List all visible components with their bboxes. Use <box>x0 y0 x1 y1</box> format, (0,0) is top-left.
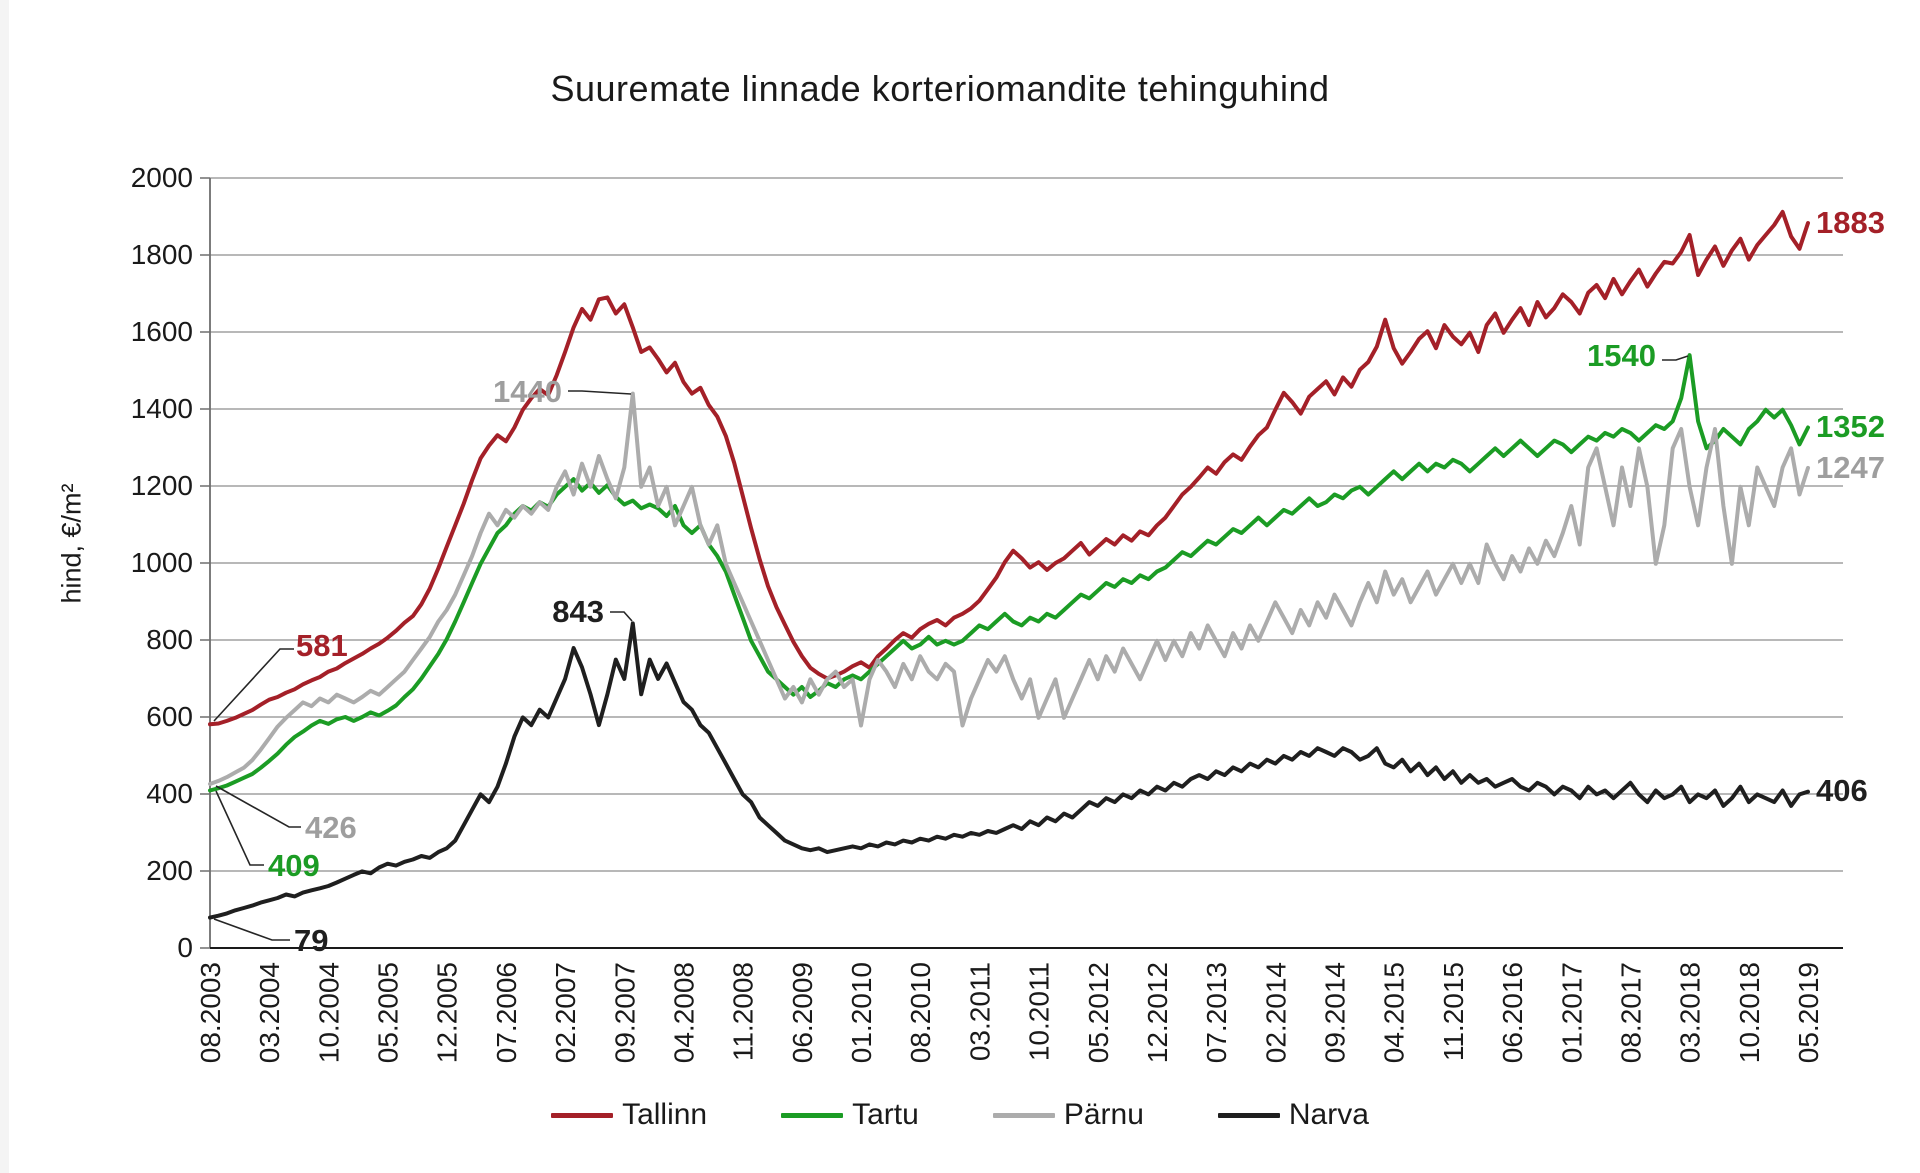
series-line-narva <box>208 621 1810 920</box>
y-tick-label: 1600 <box>131 316 193 347</box>
x-tick-label: 10.2018 <box>1734 962 1765 1063</box>
x-tick-label: 11.2008 <box>728 962 759 1061</box>
x-tick-label: 02.2007 <box>550 962 581 1063</box>
window-edge-strip <box>0 0 9 1173</box>
y-tick-label: 200 <box>146 855 193 886</box>
annotation-value-label: 1352 <box>1816 409 1885 444</box>
legend-swatch-tallinn <box>551 1112 614 1118</box>
x-tick-label: 09.2007 <box>609 962 640 1063</box>
y-tick-label: 1800 <box>131 239 193 270</box>
x-tick-label: 08.2017 <box>1615 962 1646 1063</box>
annotation-value-label: 1540 <box>1587 338 1656 373</box>
legend-item-tallinn: Tallinn <box>551 1098 707 1132</box>
annotation-value-label: 406 <box>1816 773 1868 808</box>
annotation-value-label: 79 <box>294 923 328 958</box>
x-tick-label: 10.2004 <box>313 962 344 1063</box>
chart-title: Suuremate linnade korteriomandite tehing… <box>550 68 1330 109</box>
annotation-value-label: 1440 <box>493 374 562 409</box>
x-tick-label: 01.2010 <box>846 962 877 1063</box>
x-tick-label: 06.2016 <box>1497 962 1528 1063</box>
x-tick-label: 05.2019 <box>1793 962 1824 1063</box>
annotation-value-label: 1247 <box>1816 450 1885 485</box>
x-tick-label: 03.2018 <box>1675 962 1706 1063</box>
x-tick-label: 05.2005 <box>373 962 404 1063</box>
x-tick-label: 10.2011 <box>1024 962 1055 1061</box>
y-tick-label: 800 <box>146 624 193 655</box>
x-tick-label: 07.2006 <box>491 962 522 1063</box>
y-tick-label: 600 <box>146 701 193 732</box>
legend-label: Narva <box>1288 1098 1369 1131</box>
legend-swatch-narva <box>1217 1112 1280 1118</box>
x-tick-label: 03.2011 <box>964 962 995 1061</box>
annotation-leader-line <box>215 790 264 866</box>
annotation-value-label: 581 <box>296 628 348 663</box>
y-tick-label: 1000 <box>131 547 193 578</box>
annotation-leader-line <box>213 648 294 722</box>
x-tick-label: 04.2015 <box>1379 962 1410 1063</box>
x-tick-label: 11.2015 <box>1438 962 1469 1061</box>
x-tick-label: 06.2009 <box>787 962 818 1063</box>
legend-label: Pärnu <box>1063 1098 1144 1131</box>
x-tick-label: 08.2003 <box>195 962 226 1063</box>
x-tick-label: 03.2004 <box>254 962 285 1063</box>
y-tick-label: 0 <box>177 932 193 963</box>
x-tick-label: 12.2005 <box>432 962 463 1063</box>
x-tick-label: 01.2017 <box>1556 962 1587 1063</box>
x-tick-label: 02.2014 <box>1260 962 1291 1063</box>
legend-label: Tallinn <box>622 1098 708 1131</box>
y-tick-label: 400 <box>146 778 193 809</box>
series-line-pärnu <box>208 391 1810 786</box>
y-tick-label: 1200 <box>131 470 193 501</box>
annotation-leader-line <box>1662 355 1689 361</box>
chart-legend: Tallinn Tartu Pärnu Narva <box>0 1098 1920 1132</box>
annotation-value-label: 426 <box>305 810 357 845</box>
annotation-leader-line <box>213 918 290 941</box>
x-tick-label: 09.2014 <box>1320 962 1351 1063</box>
x-tick-label: 12.2012 <box>1142 962 1173 1063</box>
series-line-tartu <box>208 353 1810 793</box>
y-tick-label: 2000 <box>131 162 193 193</box>
annotation-value-label: 409 <box>268 848 320 883</box>
legend-item-pärnu: Pärnu <box>992 1098 1144 1132</box>
legend-swatch-tartu <box>781 1112 844 1118</box>
x-tick-label: 07.2013 <box>1201 962 1232 1063</box>
annotation-leader-line <box>215 785 301 828</box>
series-line-tallinn <box>208 209 1810 727</box>
legend-item-narva: Narva <box>1217 1098 1369 1132</box>
legend-label: Tartu <box>852 1098 919 1131</box>
annotation-value-label: 843 <box>552 594 604 629</box>
legend-item-tartu: Tartu <box>781 1098 919 1132</box>
y-tick-label: 1400 <box>131 393 193 424</box>
x-tick-label: 08.2010 <box>905 962 936 1063</box>
annotation-value-label: 1883 <box>1816 205 1885 240</box>
annotation-leader-line <box>610 611 633 622</box>
x-tick-label: 05.2012 <box>1083 962 1114 1063</box>
x-tick-label: 04.2008 <box>668 962 699 1063</box>
annotation-leader-line <box>568 390 632 395</box>
legend-swatch-pärnu <box>992 1112 1055 1118</box>
